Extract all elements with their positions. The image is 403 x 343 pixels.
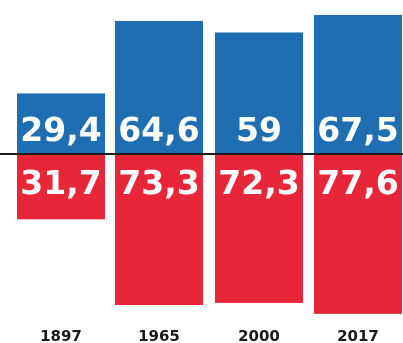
bar-upper-2017 — [314, 14, 402, 155]
category-label-1965: 1965 — [138, 327, 180, 343]
bar-lower-2000 — [215, 154, 303, 303]
bar-lower-2017 — [314, 154, 402, 314]
value-label-upper-2000: 59 — [236, 110, 282, 149]
bar-lower-1965 — [115, 154, 203, 305]
bar-upper-1897 — [17, 93, 105, 154]
value-label-upper-1965: 64,6 — [118, 110, 199, 149]
value-label-lower-1965: 73,3 — [118, 163, 199, 202]
category-labels-group: 1897 1965 2000 2017 — [40, 327, 379, 343]
value-label-upper-1897: 29,4 — [20, 110, 101, 149]
value-label-lower-1897: 31,7 — [20, 163, 101, 202]
value-label-lower-2017: 77,6 — [317, 163, 398, 202]
value-label-upper-2017: 67,5 — [317, 110, 398, 149]
category-label-1897: 1897 — [40, 327, 82, 343]
bar-upper-1965 — [115, 20, 203, 155]
lower-series-group — [17, 154, 402, 314]
category-label-2000: 2000 — [238, 327, 280, 343]
upper-series-group — [17, 14, 402, 155]
value-labels-group: 29,4 31,7 64,6 73,3 59 72,3 67,5 77,6 — [20, 110, 398, 202]
bar-lower-1897 — [17, 154, 105, 220]
category-label-2017: 2017 — [337, 327, 379, 343]
value-label-lower-2000: 72,3 — [218, 163, 299, 202]
bar-upper-2000 — [215, 32, 303, 154]
